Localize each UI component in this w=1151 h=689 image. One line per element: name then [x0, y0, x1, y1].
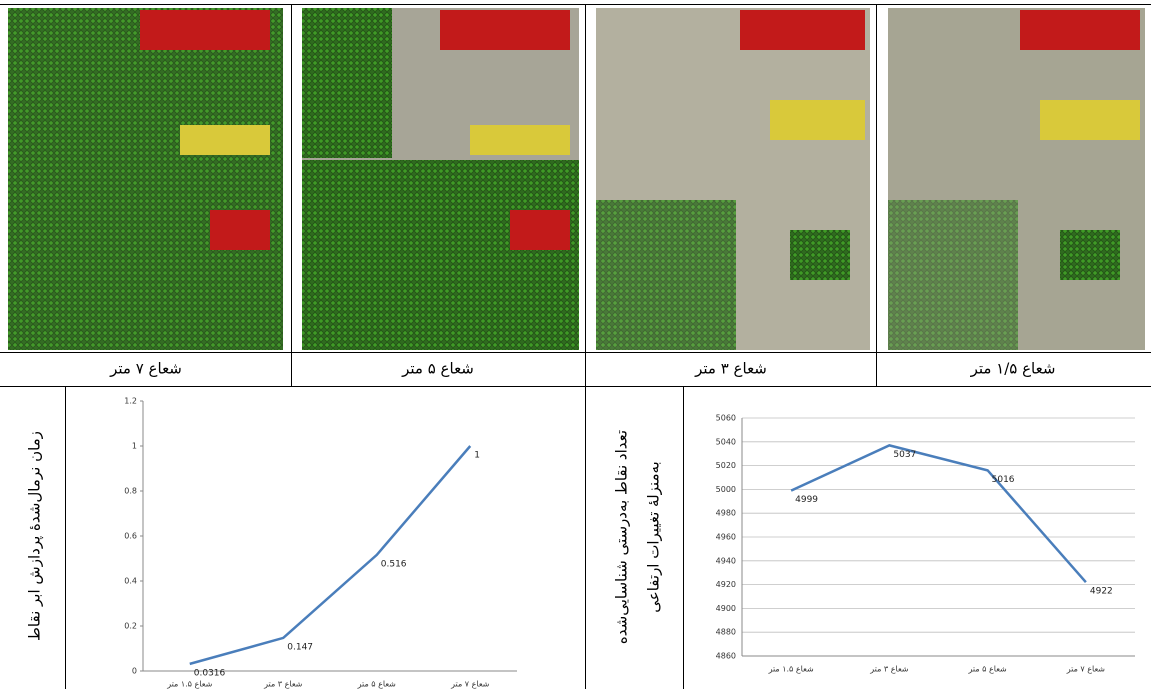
- data-label: 0.516: [381, 559, 407, 569]
- y-tick-label: 5060: [716, 414, 736, 423]
- y-axis-label: تعداد نقاط به‌درستی شناسایی‌شده: [613, 430, 631, 644]
- aerial-image: [8, 8, 283, 350]
- aerial-image: [888, 8, 1145, 350]
- line: [190, 446, 471, 664]
- y-axis-label: به‌منزلهٔ تغییرات ارتفاعی: [645, 461, 663, 612]
- y-tick-label: 5040: [716, 437, 736, 446]
- x-tick-label: شعاع ۷ متر: [1066, 665, 1106, 674]
- data-label: 5016: [992, 475, 1015, 485]
- y-tick-label: 5020: [716, 461, 736, 470]
- aerial-image: [302, 8, 579, 350]
- y-tick-label: 0.6: [124, 532, 137, 541]
- data-label: 5037: [893, 450, 916, 460]
- caption: شعاع ۷ متر: [109, 360, 182, 378]
- x-tick-label: شعاع ۱.۵ متر: [166, 680, 212, 689]
- y-tick-label: 5000: [716, 485, 736, 494]
- y-tick-label: 4880: [716, 628, 736, 637]
- data-label: 0.147: [287, 642, 313, 652]
- data-label: 4922: [1090, 587, 1113, 597]
- caption: شعاع ۳ متر: [694, 360, 767, 378]
- y-tick-label: 4940: [716, 556, 736, 565]
- y-tick-label: 4900: [716, 604, 736, 613]
- data-label: 4999: [795, 495, 818, 505]
- data-label: 0.0316: [194, 668, 226, 678]
- y-tick-label: 4980: [716, 509, 736, 518]
- y-tick-label: 1: [132, 442, 137, 451]
- caption: شعاع ۱/۵ متر: [970, 360, 1056, 378]
- y-tick-label: 0.2: [124, 622, 137, 631]
- y-tick-label: 4960: [716, 533, 736, 542]
- figure: شعاع ۷ متر شعاع ۵ متر شعاع ۳ متر شعاع ۱/…: [0, 0, 1151, 689]
- data-label: 1: [474, 451, 480, 461]
- x-tick-label: شعاع ۳ متر: [263, 680, 303, 689]
- x-tick-label: شعاع ۵ متر: [967, 665, 1007, 674]
- aerial-image: [596, 8, 870, 350]
- y-tick-label: 0.8: [124, 487, 137, 496]
- y-tick-label: 0: [132, 667, 137, 676]
- y-axis-label: زمان نرمال‌شدهٔ پردازش ابر نقاط: [26, 431, 45, 641]
- y-tick-label: 4920: [716, 580, 736, 589]
- caption: شعاع ۵ متر: [401, 360, 474, 378]
- y-tick-label: 1.2: [124, 397, 137, 406]
- x-tick-label: شعاع ۱.۵ متر: [768, 665, 814, 674]
- x-tick-label: شعاع ۵ متر: [357, 680, 397, 689]
- x-tick-label: شعاع ۷ متر: [450, 680, 490, 689]
- y-tick-label: 0.4: [124, 577, 137, 586]
- x-tick-label: شعاع ۳ متر: [869, 665, 909, 674]
- y-tick-label: 4860: [716, 652, 736, 661]
